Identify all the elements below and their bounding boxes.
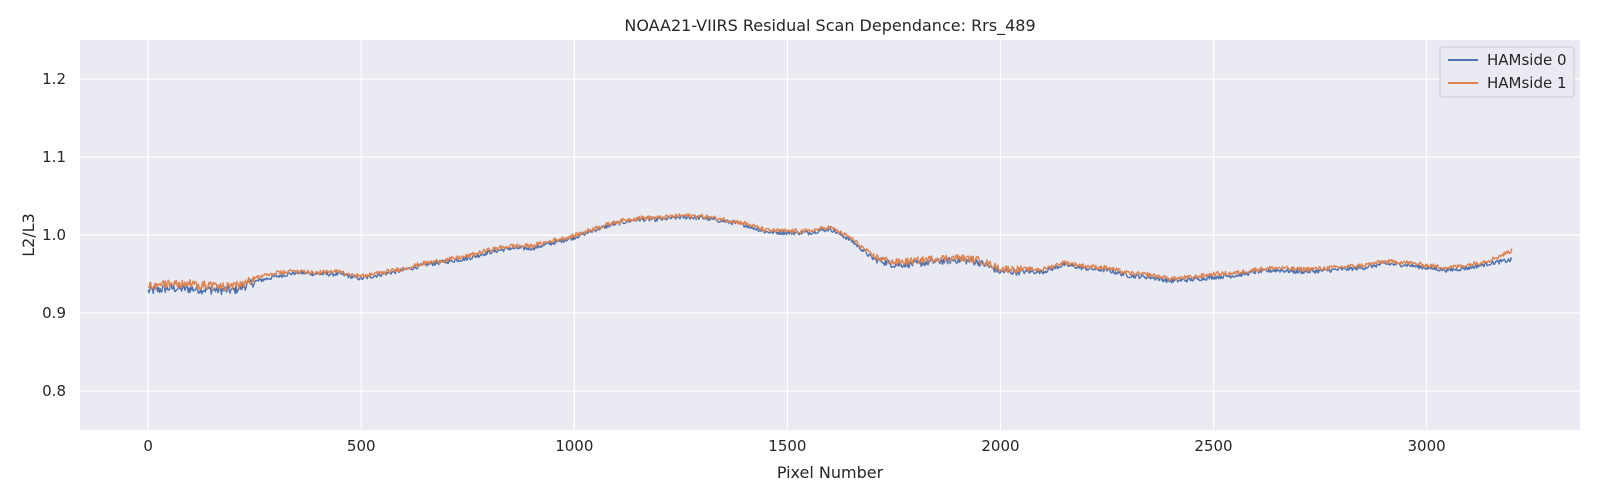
x-tick-label: 1500 xyxy=(768,437,806,455)
chart-title: NOAA21-VIIRS Residual Scan Dependance: R… xyxy=(624,16,1035,36)
y-tick-label: 0.8 xyxy=(42,382,66,400)
x-tick-label: 0 xyxy=(143,437,153,455)
y-axis-title: L2/L3 xyxy=(19,213,38,257)
series-lines xyxy=(147,213,1513,296)
y-tick-label: 1.1 xyxy=(42,148,66,166)
x-tick-label: 3000 xyxy=(1407,437,1445,455)
legend: HAMside 0 HAMside 1 xyxy=(1439,46,1575,98)
y-tick-label: 0.9 xyxy=(42,304,66,322)
x-tick-label: 2500 xyxy=(1194,437,1232,455)
x-tick-label: 1000 xyxy=(555,437,593,455)
y-tick-label: 1.0 xyxy=(42,226,66,244)
grid xyxy=(80,40,1580,430)
x-tick-label: 500 xyxy=(347,437,376,455)
y-tick-label: 1.2 xyxy=(42,70,66,88)
x-axis-title: Pixel Number xyxy=(777,463,884,482)
legend-label-hamside-1: HAMside 1 xyxy=(1487,74,1567,92)
tick-labels: 0 500 1000 1500 2000 2500 3000 0.8 0.9 1.0 1.1 1.2 xyxy=(42,70,1446,455)
x-tick-label: 2000 xyxy=(981,437,1019,455)
series-line-hamside-1 xyxy=(147,213,1513,292)
legend-label-hamside-0: HAMside 0 xyxy=(1487,51,1567,69)
